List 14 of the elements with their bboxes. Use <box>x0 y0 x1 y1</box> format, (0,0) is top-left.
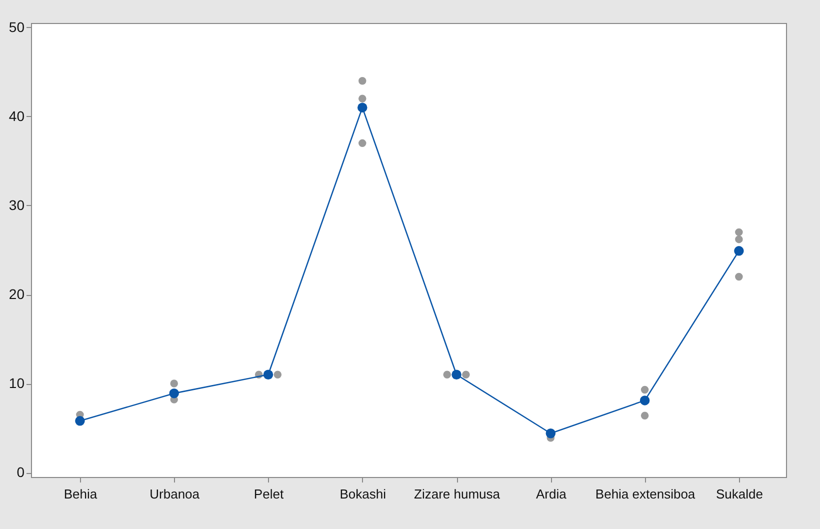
y-tick-label: 50 <box>8 18 25 35</box>
y-tick-label: 10 <box>8 375 25 392</box>
x-tick-label: Ardia <box>536 486 568 502</box>
x-tick-label: Behia extensiboa <box>595 486 696 502</box>
x-tick-label: Bokashi <box>340 486 386 502</box>
y-tick-label: 0 <box>16 464 25 480</box>
x-tick-label: Sukalde <box>716 486 763 502</box>
x-tick-label: Behia <box>64 486 98 502</box>
y-tick-label: 20 <box>8 286 25 302</box>
y-tick-label: 30 <box>8 196 25 213</box>
x-tick-label: Urbanoa <box>150 486 200 502</box>
x-tick-label: Pelet <box>254 486 284 502</box>
x-tick-label: Zizare humusa <box>414 486 501 502</box>
y-tick-label: 40 <box>8 108 25 124</box>
